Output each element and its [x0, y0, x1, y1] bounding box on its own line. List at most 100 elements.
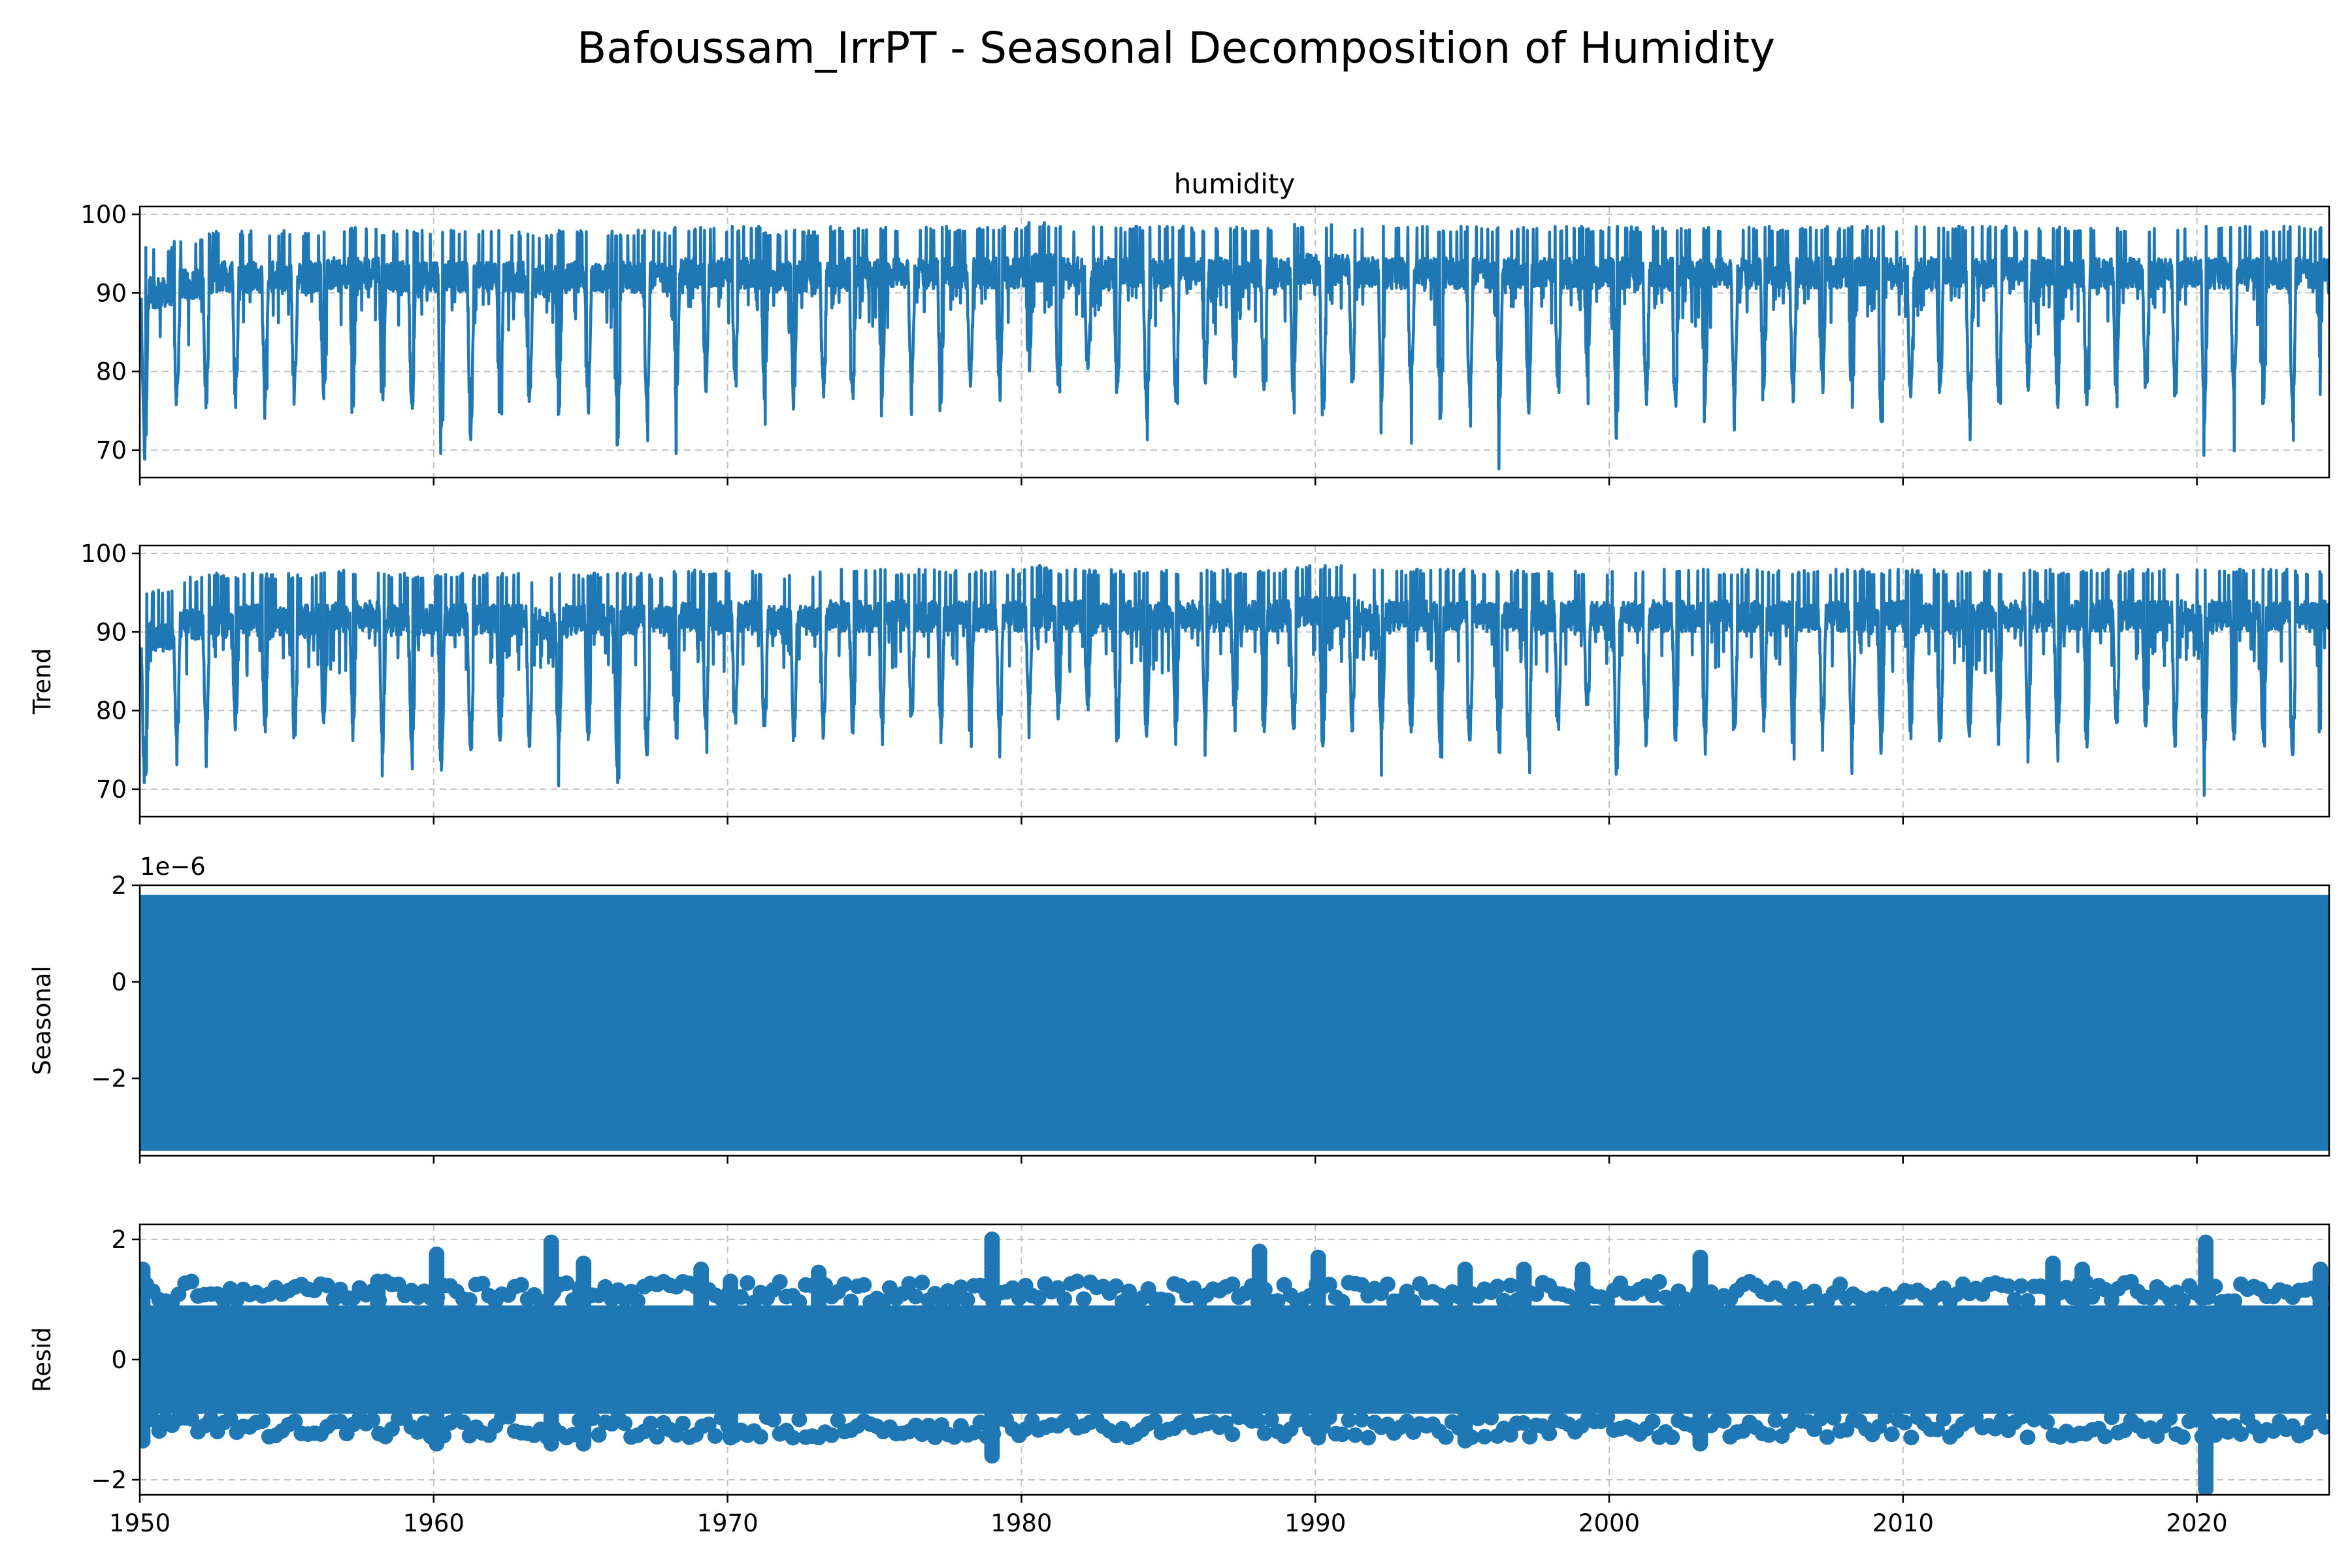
resid-point [1502, 1427, 1518, 1443]
resid-point [946, 1292, 962, 1308]
resid-point [1011, 1290, 1027, 1306]
resid-point [1347, 1427, 1364, 1443]
resid-point [2317, 1418, 2329, 1435]
resid-band [140, 1305, 2329, 1414]
resid-point [1516, 1262, 1532, 1277]
y-tick-label: 2 [111, 1226, 127, 1254]
resid-point [830, 1412, 846, 1428]
y-tick-label: −2 [91, 1065, 127, 1093]
humidity-panel: 70 80 90 100 humidity [80, 168, 2330, 485]
series-line [140, 221, 2329, 471]
axes-frame [139, 544, 2330, 818]
resid-point [543, 1234, 559, 1250]
resid-point [668, 1427, 685, 1443]
x-tick-label: 1990 [1284, 1509, 1346, 1537]
resid-point [1502, 1277, 1518, 1294]
y-tick-label: 70 [96, 776, 127, 804]
resid-point [2175, 1429, 2191, 1445]
resid-point [1903, 1429, 1919, 1446]
resid-point [2175, 1292, 2191, 1309]
resid-point [1056, 1291, 1073, 1307]
y-tick-label: 90 [96, 279, 127, 307]
resid-point [1767, 1412, 1784, 1428]
resid-point [513, 1277, 529, 1293]
resid-point [1644, 1413, 1661, 1429]
y-tick-label: 80 [96, 697, 127, 725]
resid-point [461, 1292, 478, 1308]
y-tick-label: 100 [80, 540, 127, 568]
resid-point [927, 1429, 943, 1445]
resid-point [1360, 1429, 1377, 1446]
resid-point [984, 1448, 1000, 1464]
resid-point [1310, 1429, 1326, 1446]
axes-frame [139, 884, 2330, 1157]
resid-point [1877, 1409, 1893, 1425]
resid-point [597, 1279, 613, 1295]
x-tick-label: 1980 [990, 1509, 1052, 1537]
resid-point [2019, 1292, 2036, 1309]
resid-point [740, 1275, 756, 1291]
resid-point [1495, 1292, 1512, 1309]
resid-point [2227, 1293, 2243, 1309]
resid-point [1477, 1428, 1493, 1445]
resid-point [2104, 1409, 2120, 1426]
resid-point [1884, 1426, 1900, 1443]
resid-point [1108, 1278, 1124, 1294]
y-tick-label: 0 [111, 1346, 127, 1374]
resid-point [576, 1435, 592, 1452]
resid-point [972, 1414, 988, 1431]
resid-point [1935, 1280, 1952, 1296]
plot-area [140, 894, 2329, 1151]
x-tick-label: 2000 [1578, 1509, 1640, 1537]
offset-label: 1e−6 [140, 853, 206, 881]
resid-point [1825, 1410, 1842, 1426]
resid-point [2013, 1278, 2029, 1294]
resid-point [953, 1279, 969, 1296]
x-tick-label: 2010 [1872, 1509, 1934, 1537]
resid-point [2039, 1414, 2055, 1430]
resid-point [140, 1433, 151, 1449]
resid-point [1692, 1249, 1708, 1266]
resid-point [287, 1413, 303, 1429]
resid-point [1692, 1435, 1708, 1452]
resid-point [836, 1276, 853, 1292]
resid-point [1470, 1411, 1486, 1427]
trend-panel: 70 80 90 100 Trend [28, 540, 2330, 825]
resid-point [1185, 1280, 1201, 1296]
resid-point [811, 1264, 827, 1281]
resid-point [1575, 1262, 1591, 1277]
resid-point [959, 1292, 975, 1308]
resid-point [1147, 1413, 1163, 1429]
resid-point [1251, 1243, 1267, 1260]
axes-frame [139, 205, 2330, 479]
resid-point [1030, 1290, 1047, 1306]
resid-point [416, 1415, 433, 1431]
resid-point [693, 1262, 710, 1277]
resid-point [455, 1414, 471, 1430]
resid-point [1075, 1291, 1092, 1307]
resid-point [474, 1275, 491, 1292]
resid-point [1224, 1276, 1241, 1292]
resid-point [576, 1255, 592, 1271]
series-line [140, 563, 2329, 797]
resid-point [500, 1409, 517, 1425]
resid-point [2000, 1278, 2016, 1294]
y-tick-label: 80 [96, 358, 127, 386]
resid-point [1457, 1262, 1473, 1277]
resid-point [332, 1413, 348, 1429]
resid-point [843, 1294, 859, 1310]
resid-point [2097, 1428, 2114, 1445]
resid-point [1379, 1276, 1396, 1292]
resid-point [2006, 1292, 2023, 1308]
y-tick-label: 70 [96, 436, 127, 465]
resid-point [216, 1292, 232, 1309]
resid-point [1812, 1411, 1829, 1427]
resid-point [901, 1276, 917, 1292]
resid-point [2019, 1429, 2036, 1445]
resid-point [649, 1429, 665, 1445]
resid-point [675, 1415, 691, 1431]
resid-point [1832, 1276, 1848, 1292]
resid-point [1354, 1412, 1370, 1428]
resid-point [429, 1247, 445, 1262]
resid-point [700, 1416, 717, 1433]
